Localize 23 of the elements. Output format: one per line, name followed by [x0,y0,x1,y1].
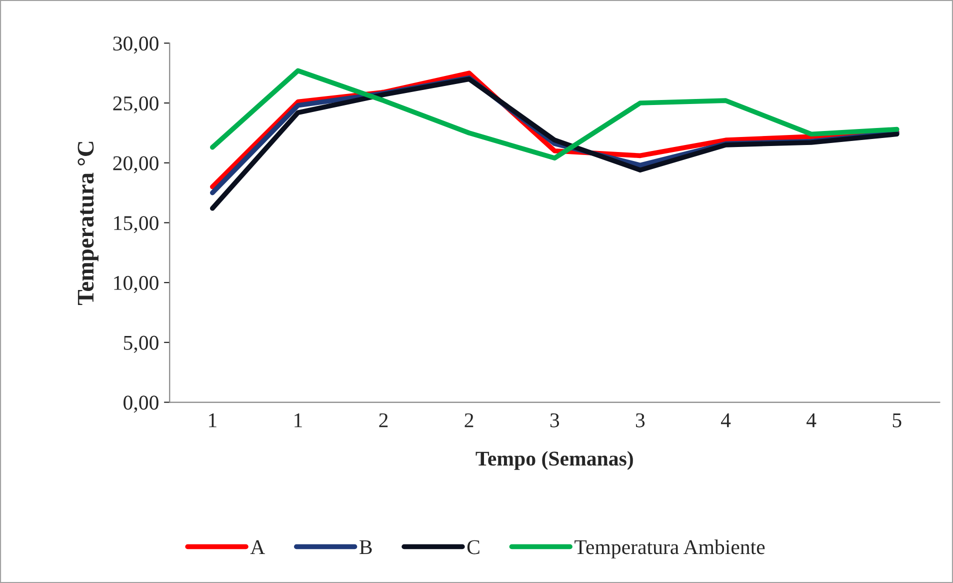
y-tick-label: 20,00 [113,156,158,174]
x-axis-title: Tempo (Semanas) [476,451,633,470]
line-series [210,68,900,160]
x-tick-label: 4 [720,413,731,428]
legend-label: A [250,540,266,554]
legend-label: C [467,540,480,554]
x-tick-label: 1 [209,413,216,428]
y-tick-label: 25,00 [113,96,158,114]
y-tick-label: 0,00 [124,396,158,413]
y-tick-label: 30,00 [113,36,158,54]
y-tick-label: 15,00 [114,216,158,234]
legend-label: Temperatura Ambiente [574,540,765,558]
x-tick-label: 2 [379,413,388,428]
x-tick-label: 5 [892,414,902,428]
legend-label: B [360,540,372,554]
x-tick-label: 3 [636,413,645,428]
x-tick-label: 3 [550,413,560,428]
x-tick-label: 4 [806,413,816,428]
y-axis-title: Temperatura °C [78,142,98,305]
x-tick-label: 1 [294,413,302,428]
y-tick-label: 5,00 [124,336,158,353]
y-tick-label: 10,00 [114,276,158,293]
x-tick-label: 2 [464,413,474,428]
